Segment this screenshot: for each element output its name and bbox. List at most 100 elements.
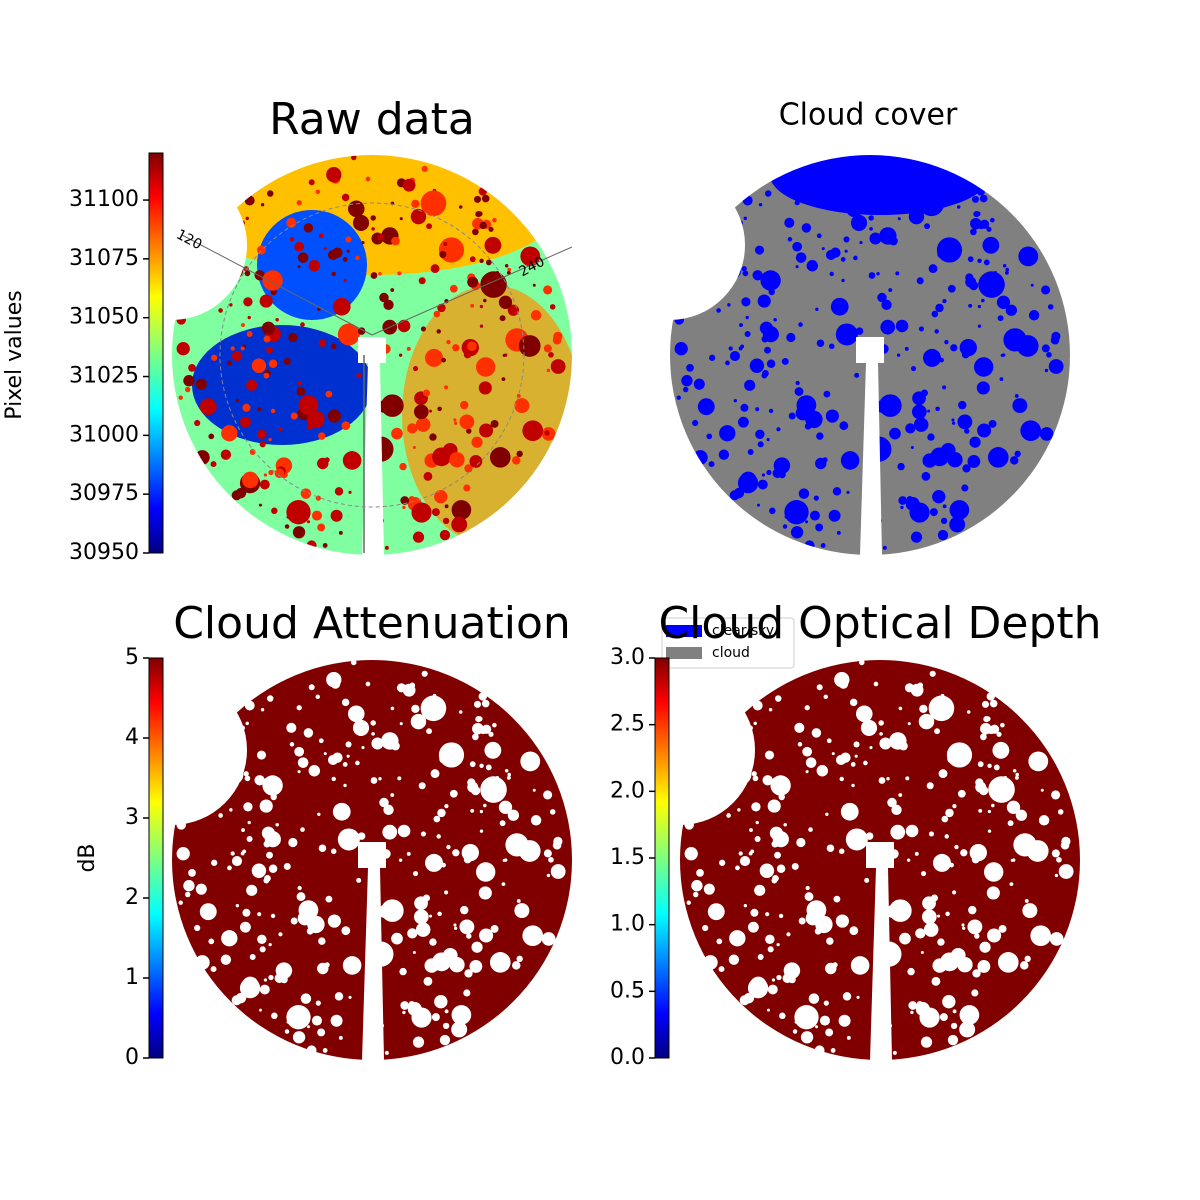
image-blob <box>176 820 187 830</box>
colorbar-tick-label: 5 <box>125 645 139 670</box>
image-blob <box>516 450 523 458</box>
image-blob <box>268 469 274 476</box>
image-blob <box>363 544 380 561</box>
image-blob <box>506 775 511 780</box>
image-blob <box>1012 769 1017 773</box>
image-blob <box>294 241 305 252</box>
image-blob <box>391 741 400 751</box>
image-blob <box>227 865 232 871</box>
image-blob <box>927 409 931 413</box>
image-blob <box>744 330 751 337</box>
image-blob <box>983 259 990 266</box>
image-blob <box>952 804 957 809</box>
image-blob <box>331 271 336 277</box>
image-blob <box>821 247 825 251</box>
image-blob <box>208 433 215 440</box>
image-blob <box>804 892 814 901</box>
image-blob <box>553 836 563 846</box>
image-blob <box>1020 420 1042 442</box>
image-blob <box>278 427 283 432</box>
image-blob <box>887 1023 893 1028</box>
image-blob <box>744 379 756 391</box>
image-blob <box>1010 456 1019 465</box>
image-blob <box>345 741 352 748</box>
image-blob <box>318 339 327 347</box>
image-blob <box>254 775 265 786</box>
image-blob <box>188 868 196 877</box>
image-blob <box>406 851 411 856</box>
image-blob <box>289 237 295 242</box>
image-blob <box>426 223 433 230</box>
image-blob <box>801 223 812 233</box>
image-blob <box>878 938 884 943</box>
image-blob <box>442 517 450 525</box>
image-blob <box>410 208 427 225</box>
image-blob <box>550 864 566 879</box>
image-blob <box>230 346 235 351</box>
image-blob <box>782 524 788 529</box>
image-blob <box>741 297 751 307</box>
image-blob <box>692 891 699 898</box>
image-blob <box>966 710 971 714</box>
image-blob <box>1009 882 1014 887</box>
image-blob <box>830 1048 836 1053</box>
image-blob <box>391 427 403 440</box>
image-blob <box>263 978 268 982</box>
image-blob <box>186 292 192 298</box>
image-blob <box>334 992 344 1001</box>
image-blob <box>241 471 259 489</box>
image-blob <box>718 227 724 233</box>
image-region <box>182 135 562 275</box>
image-blob <box>1028 310 1040 321</box>
image-blob <box>490 419 499 428</box>
image-blob <box>729 350 741 362</box>
image-blob <box>815 457 827 470</box>
image-blob <box>987 928 1002 943</box>
image-blob <box>370 272 378 279</box>
image-blob <box>210 777 218 785</box>
image-blob <box>784 217 795 228</box>
image-blob <box>908 1001 918 1010</box>
image-blob <box>694 797 700 803</box>
panel-title: Cloud cover <box>779 98 958 133</box>
image-blob <box>778 913 784 919</box>
image-blob <box>311 1015 322 1026</box>
image-blob <box>992 741 1010 759</box>
image-blob <box>842 992 852 1001</box>
image-blob <box>275 318 279 322</box>
image-blob <box>944 339 949 345</box>
image-blob <box>849 926 859 936</box>
image-blob <box>826 937 834 945</box>
image-blob <box>868 433 874 438</box>
image-blob <box>990 217 995 223</box>
image-blob <box>916 277 924 285</box>
image-blob <box>227 360 232 366</box>
image-blob <box>546 368 551 373</box>
image-blob <box>728 954 740 965</box>
image-blob <box>350 659 357 666</box>
image-blob <box>1005 304 1018 316</box>
image-blob <box>980 733 987 741</box>
image-blob <box>343 783 347 788</box>
image-blob <box>391 932 403 945</box>
image-blob <box>446 844 451 850</box>
image-blob <box>518 335 541 357</box>
image-blob <box>1058 864 1074 879</box>
image-blob <box>543 344 552 353</box>
image-blob <box>341 193 350 202</box>
image-blob <box>300 827 305 832</box>
image-blob <box>816 432 824 440</box>
image-blob <box>178 900 183 905</box>
image-blob <box>961 484 969 492</box>
image-blob <box>853 741 860 748</box>
image-blob <box>835 323 858 346</box>
image-blob <box>466 933 472 939</box>
image-blob <box>858 659 865 666</box>
image-blob <box>905 423 916 434</box>
image-blob <box>485 259 492 266</box>
image-blob <box>363 1049 380 1066</box>
colorbar-tick-label: 3 <box>125 805 139 830</box>
image-blob <box>1010 858 1014 862</box>
image-blob <box>737 220 743 226</box>
image-blob <box>887 797 897 808</box>
